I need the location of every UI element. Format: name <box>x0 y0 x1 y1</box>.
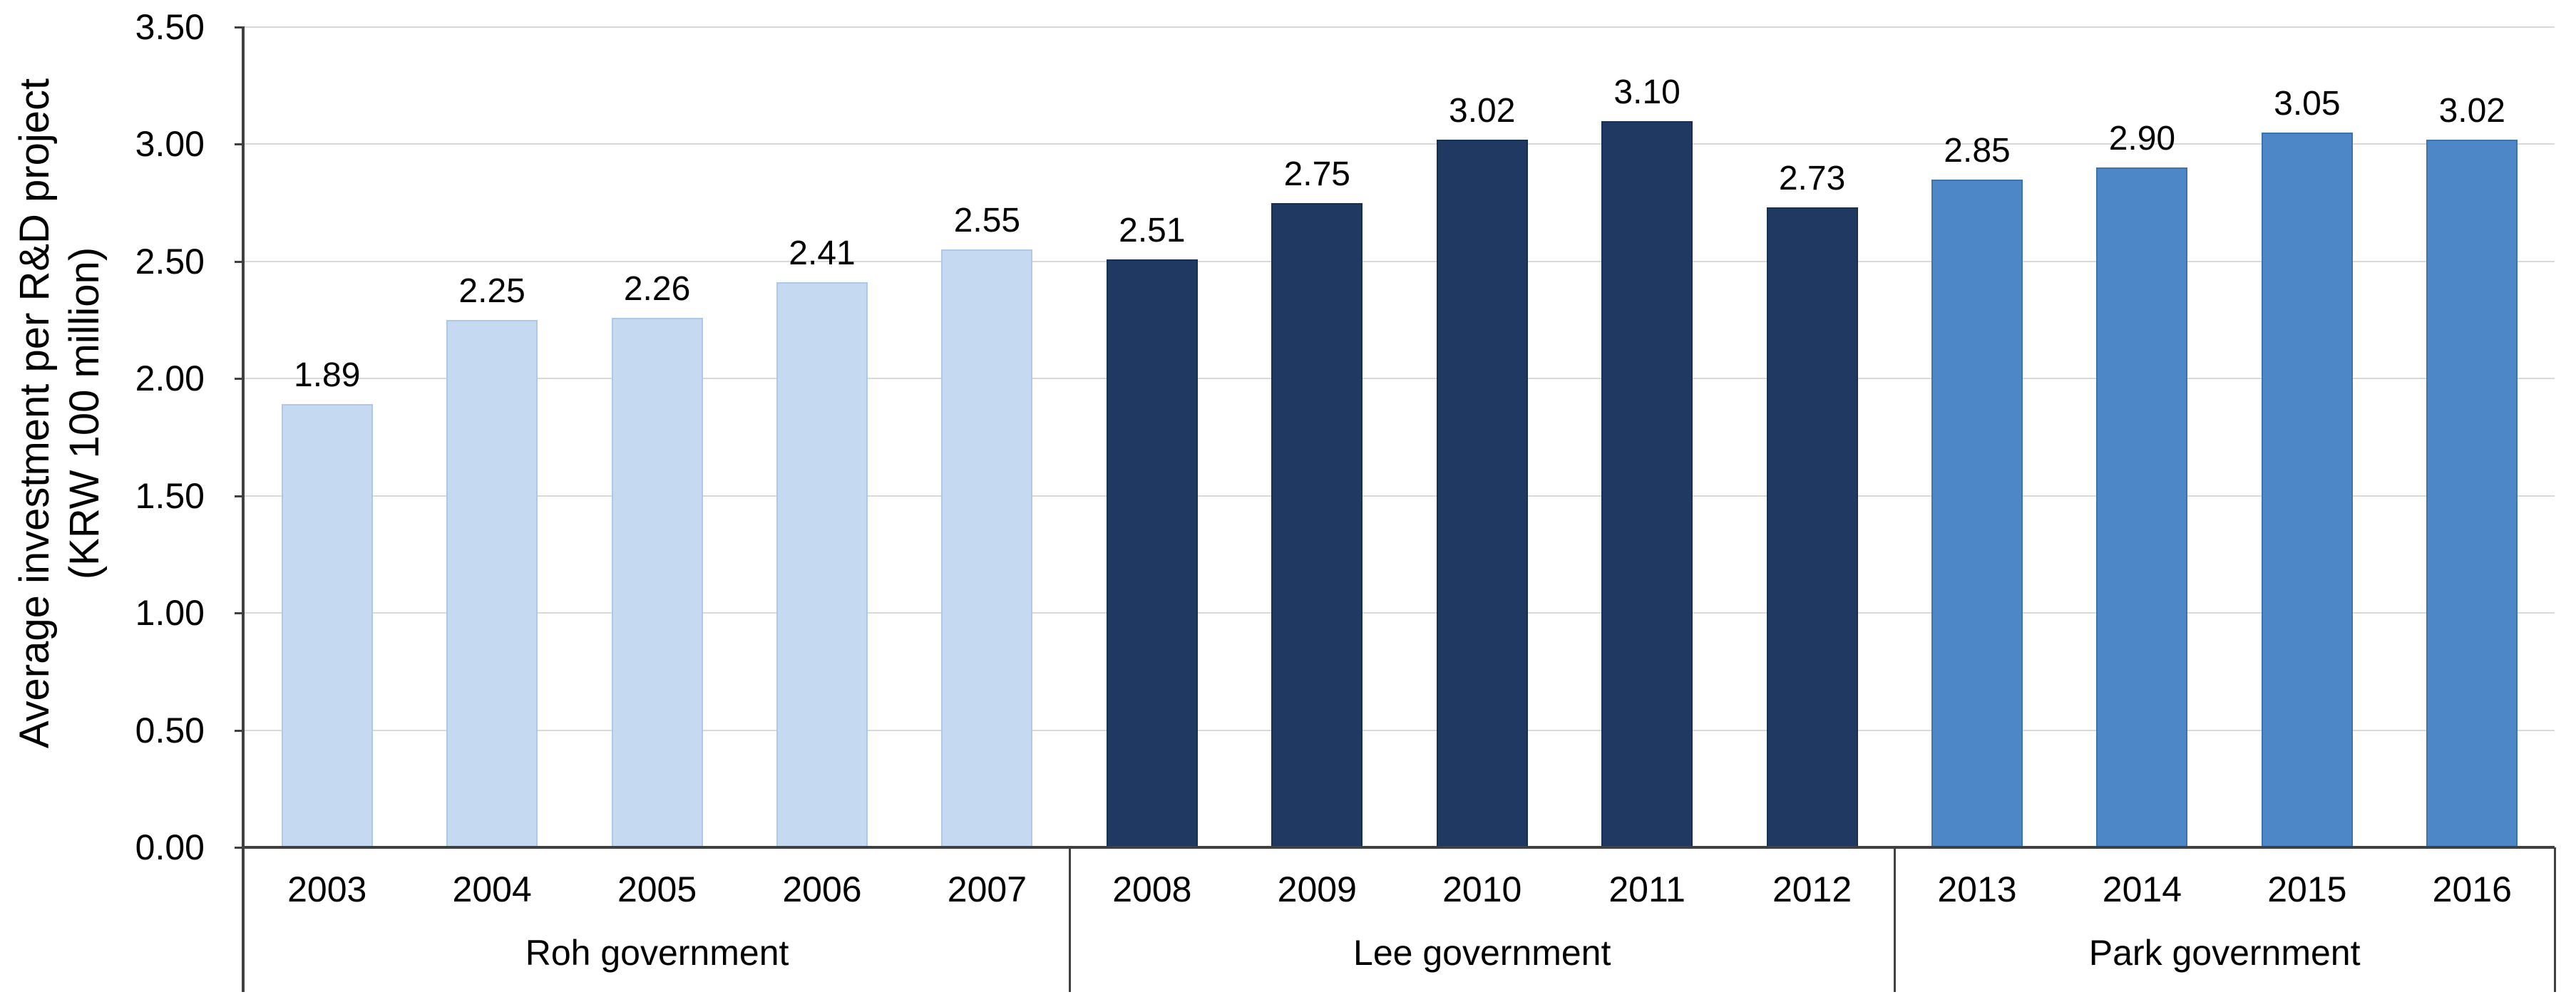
gridline <box>245 260 2555 262</box>
gridline <box>245 495 2555 497</box>
x-tick-label: 2016 <box>2432 869 2512 909</box>
y-axis-title: Average investment per R&D project (KRW … <box>10 78 110 748</box>
bar-value-label: 3.02 <box>2438 91 2505 130</box>
y-axis-tick <box>235 847 245 849</box>
bar <box>1436 139 1528 847</box>
x-tick-label: 2006 <box>782 869 862 909</box>
bar <box>2096 167 2188 847</box>
bar-value-label: 2.41 <box>789 234 856 273</box>
y-tick-label: 2.00 <box>135 358 205 399</box>
gridline <box>245 26 2555 28</box>
y-tick-label: 2.50 <box>135 241 205 281</box>
bar-value-label: 2.85 <box>1944 131 2011 170</box>
x-axis-line <box>242 846 2555 849</box>
gridline <box>245 729 2555 731</box>
bar-value-label: 2.51 <box>1119 211 1186 249</box>
y-axis-title-line2: (KRW 100 million) <box>61 247 108 580</box>
y-axis-tick <box>235 612 245 615</box>
x-tick-label: 2011 <box>1608 869 1685 909</box>
group-separator <box>1068 847 1071 992</box>
bar-value-label: 2.26 <box>623 269 691 308</box>
gridline <box>245 143 2555 145</box>
bar <box>1931 179 2023 847</box>
bar <box>1766 207 1858 847</box>
bar <box>281 404 373 847</box>
x-tick-label: 2005 <box>617 869 697 909</box>
y-axis-title-line1: Average investment per R&D project <box>11 78 58 749</box>
group-label: Lee government <box>1353 933 1611 973</box>
y-tick-label: 1.00 <box>135 593 205 634</box>
bar <box>776 282 868 847</box>
x-tick-label: 2014 <box>2102 869 2182 909</box>
group-label: Roh government <box>525 933 789 973</box>
bar-value-label: 3.10 <box>1613 73 1680 111</box>
bar-value-label: 2.55 <box>953 202 1021 240</box>
y-tick-label: 0.50 <box>135 710 205 750</box>
y-axis-tick <box>235 729 245 732</box>
y-axis-tick <box>235 495 245 497</box>
x-tick-label: 2004 <box>452 869 532 909</box>
bar <box>611 317 703 847</box>
x-tick-label: 2008 <box>1112 869 1192 909</box>
y-tick-label: 1.50 <box>135 475 205 516</box>
bar <box>2426 139 2518 847</box>
bar <box>1601 120 1693 847</box>
bar <box>1106 259 1198 847</box>
bar-value-label: 2.75 <box>1283 155 1350 193</box>
bar <box>941 249 1033 847</box>
bar-value-label: 2.73 <box>1778 160 1846 198</box>
gridline <box>245 612 2555 614</box>
y-tick-label: 3.50 <box>135 7 205 47</box>
group-separator <box>1893 847 1896 992</box>
group-separator <box>2553 847 2556 992</box>
x-tick-label: 2010 <box>1442 869 1522 909</box>
y-axis-tick <box>235 143 245 146</box>
x-tick-label: 2012 <box>1772 869 1852 909</box>
y-tick-label: 0.00 <box>135 827 205 867</box>
y-axis-tick <box>235 26 245 29</box>
bar <box>2261 132 2353 847</box>
x-tick-label: 2015 <box>2267 869 2347 909</box>
x-tick-label: 2013 <box>1937 869 2017 909</box>
bar <box>1271 202 1363 847</box>
y-axis-line <box>242 27 245 992</box>
group-label: Park government <box>2088 933 2361 973</box>
bar-value-label: 3.02 <box>1449 91 1516 130</box>
bar-value-label: 3.05 <box>2274 84 2341 123</box>
bar-value-label: 2.25 <box>458 272 525 311</box>
y-axis-tick <box>235 260 245 263</box>
y-tick-label: 3.00 <box>135 124 205 165</box>
y-axis-tick <box>235 378 245 381</box>
bar-value-label: 1.89 <box>294 356 361 395</box>
x-tick-label: 2007 <box>947 869 1027 909</box>
x-tick-label: 2003 <box>287 869 367 909</box>
bar-value-label: 2.90 <box>2108 120 2176 158</box>
x-tick-label: 2009 <box>1277 869 1357 909</box>
gridline <box>245 378 2555 380</box>
bar <box>446 320 538 847</box>
